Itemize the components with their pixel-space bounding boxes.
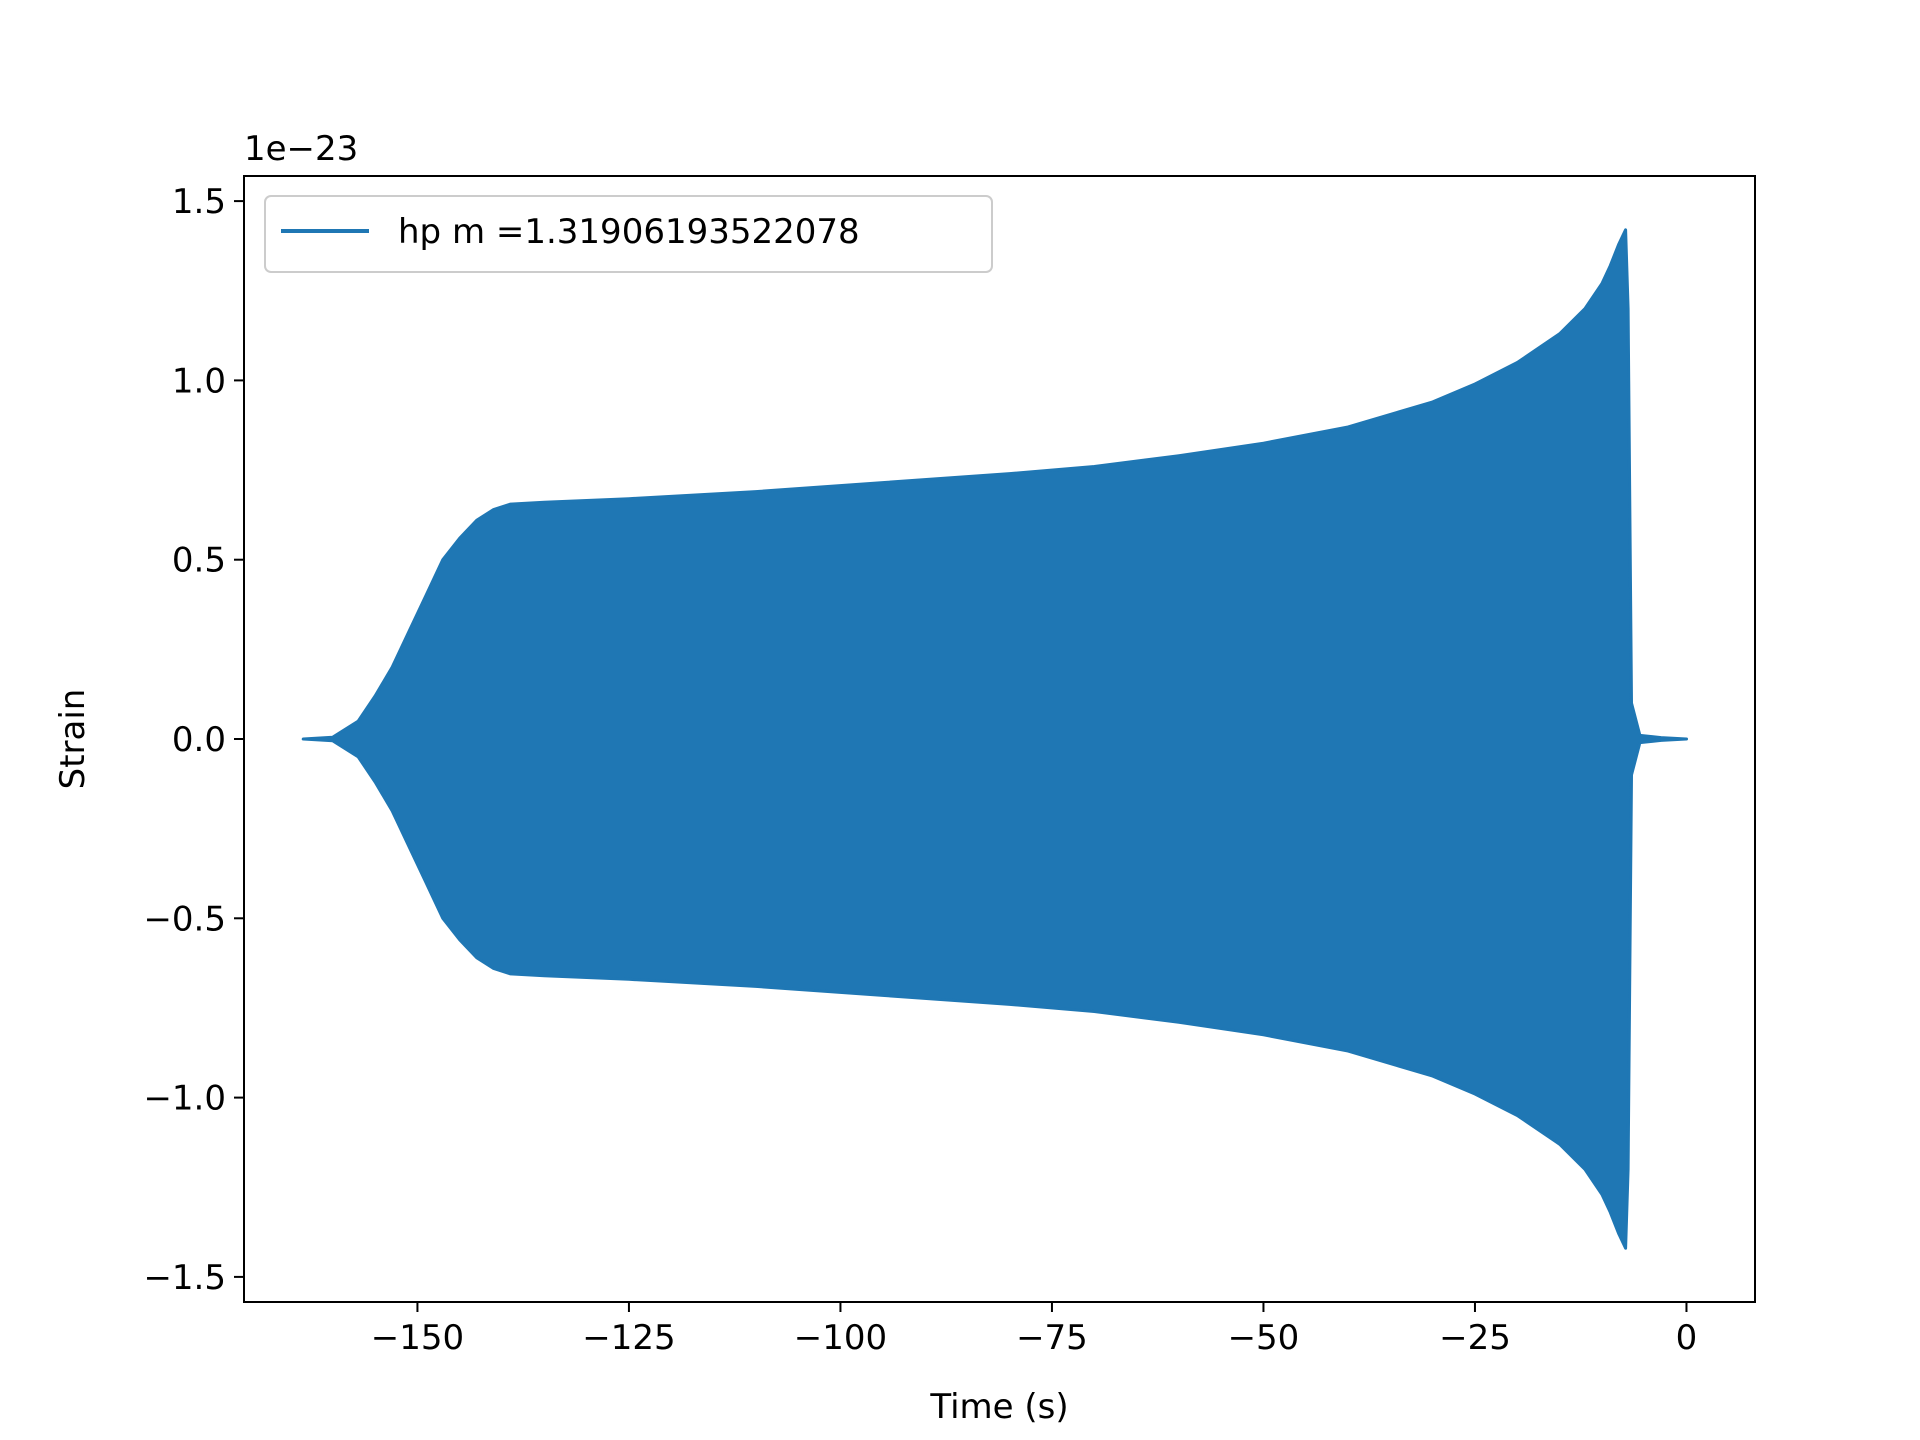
legend: hp m =1.31906193522078 [264,195,993,273]
x-tick-label: −50 [1228,1318,1300,1358]
y-axis-label: Strain [53,689,93,790]
x-tick-label: −150 [371,1318,464,1358]
y-tick-label: −1.5 [143,1258,226,1298]
x-tick-label: −100 [794,1318,887,1358]
waveform-series [301,228,1688,1250]
x-axis-label: Time (s) [929,1387,1068,1427]
axis-offset-text: 1e−23 [244,129,358,169]
x-tick-label: −75 [1016,1318,1088,1358]
y-tick-label: 0.5 [172,541,226,581]
legend-label: hp m =1.31906193522078 [398,212,860,252]
axes: −150 −125 −100 −75 −50 −25 0 −1.5 −1.0 −0.5 0.0 0.5… [53,129,1756,1427]
y-tick-label: 1.5 [172,182,226,222]
x-tick-label: −125 [582,1318,675,1358]
legend-box [264,195,993,273]
y-tick-label: −0.5 [143,899,226,939]
y-tick-label: −1.0 [143,1079,226,1119]
plot-area [301,228,1688,1250]
y-tick-label: 0.0 [172,720,226,760]
x-tick-label: −25 [1439,1318,1511,1358]
x-tick-label: 0 [1676,1318,1698,1358]
y-tick-label: 1.0 [172,361,226,401]
